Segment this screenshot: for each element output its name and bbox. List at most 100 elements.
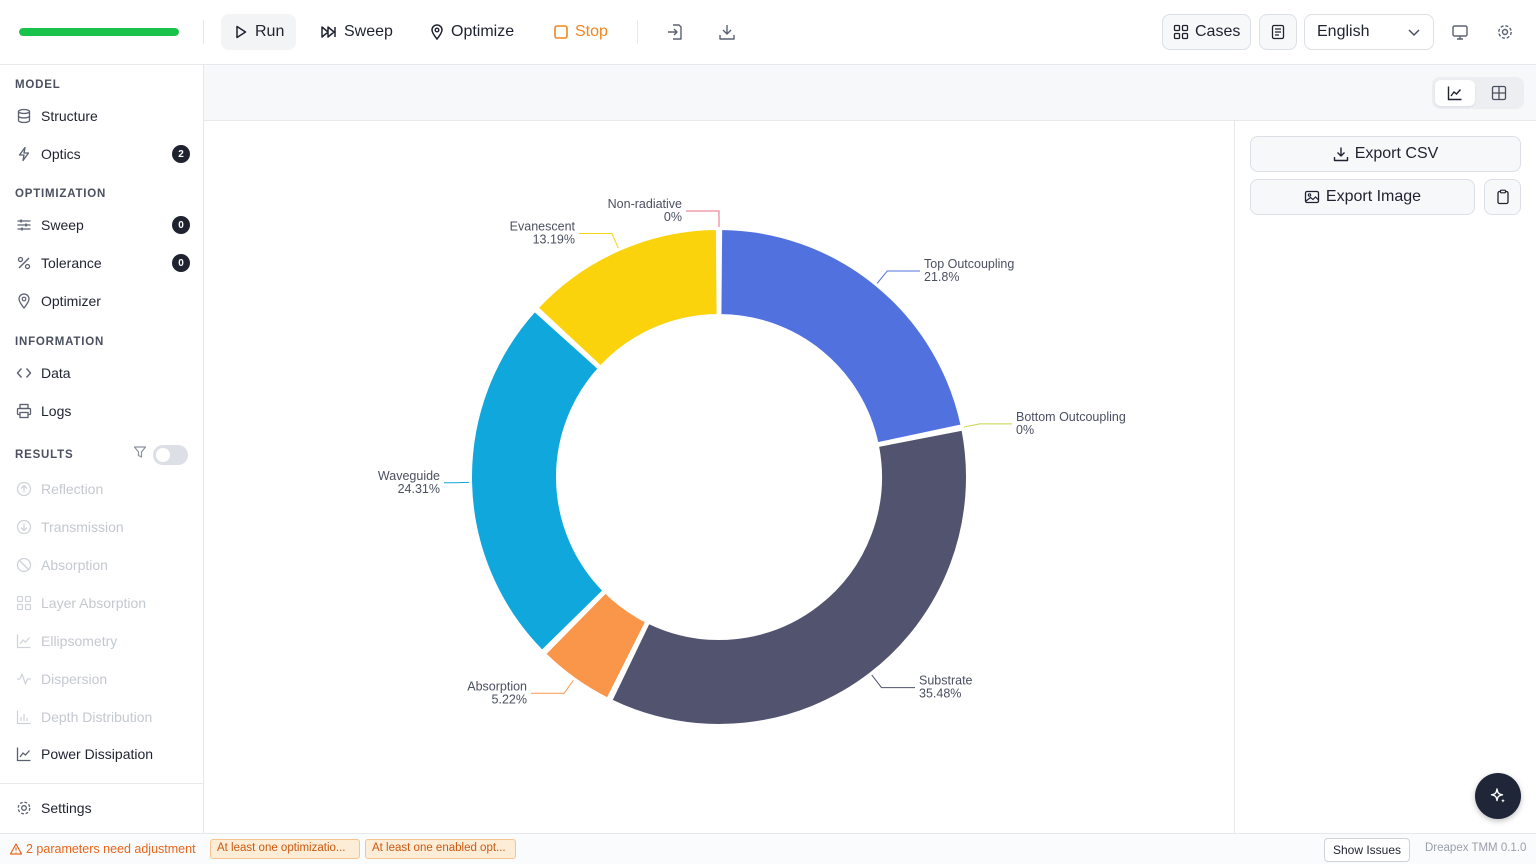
sidebar-item-optimizer[interactable]: Optimizer: [15, 286, 190, 316]
sidebar-item-label: Transmission: [41, 519, 124, 535]
sidebar-item-settings[interactable]: Settings: [15, 793, 190, 823]
monitor-icon[interactable]: [1448, 20, 1472, 44]
percent-icon: [15, 254, 33, 272]
slice-value-label: 21.8%: [924, 270, 959, 284]
sidebar-item-optics[interactable]: Optics 2: [15, 139, 190, 169]
activity-icon: [15, 670, 33, 688]
sidebar-item-logs[interactable]: Logs: [15, 396, 190, 426]
sidebar-item-absorption[interactable]: Absorption: [15, 550, 190, 580]
status-bar: 2 parameters need adjustment At least on…: [0, 833, 1536, 864]
document-icon: [1270, 24, 1286, 40]
donut-slice-top-outcoupling[interactable]: [719, 228, 963, 445]
section-heading-optimization: OPTIMIZATION: [15, 188, 107, 200]
issue-chip[interactable]: At least one enabled opt...: [365, 839, 516, 859]
slice-value-label: 24.31%: [398, 482, 440, 496]
ai-assistant-button[interactable]: [1475, 773, 1521, 819]
line-chart-icon: [1447, 85, 1463, 101]
sidebar-item-transmission[interactable]: Transmission: [15, 512, 190, 542]
sidebar-item-label: Settings: [41, 800, 92, 816]
leader-line: [871, 674, 915, 689]
import-icon[interactable]: [663, 20, 687, 44]
section-heading-model: MODEL: [15, 79, 61, 91]
sidebar-item-label: Ellipsometry: [41, 633, 118, 649]
gear-icon[interactable]: [1493, 20, 1517, 44]
download-icon[interactable]: [715, 20, 739, 44]
sidebar-item-reflection[interactable]: Reflection: [15, 474, 190, 504]
grid-icon: [1173, 24, 1189, 40]
sidebar-item-depth-distribution[interactable]: Depth Distribution: [15, 702, 190, 732]
language-select[interactable]: English: [1304, 14, 1434, 50]
run-progress-bar: [19, 28, 179, 36]
sidebar-item-sweep[interactable]: Sweep 0: [15, 210, 190, 240]
view-toggle: [1432, 77, 1524, 109]
sidebar-item-power-dissipation[interactable]: Power Dissipation: [15, 739, 190, 769]
language-value: English: [1317, 23, 1370, 40]
map-pin-icon: [15, 292, 33, 310]
sidebar-item-label: Tolerance: [41, 255, 102, 271]
slice-name-label: Waveguide: [378, 469, 440, 483]
export-image-button[interactable]: Export Image: [1250, 179, 1475, 215]
slice-name-label: Evanescent: [510, 220, 576, 234]
slice-value-label: 0%: [664, 210, 682, 224]
sidebar-item-data[interactable]: Data: [15, 358, 190, 388]
slice-value-label: 35.48%: [919, 687, 961, 701]
count-badge: 0: [172, 254, 190, 272]
sidebar-item-label: Structure: [41, 108, 98, 124]
show-issues-button[interactable]: Show Issues: [1324, 838, 1411, 862]
sidebar-item-label: Layer Absorption: [41, 595, 147, 611]
sidebar-item-label: Optimizer: [41, 293, 101, 309]
leader-line: [963, 423, 1012, 428]
slice-name-label: Non-radiative: [608, 197, 682, 211]
app-version: Dreapex TMM 0.1.0: [1425, 842, 1527, 854]
arrow-up-circle-icon: [15, 480, 33, 498]
results-filter-toggle[interactable]: [153, 445, 188, 465]
database-icon: [15, 107, 33, 125]
table-view-button[interactable]: [1479, 80, 1519, 106]
sidebar-item-dispersion[interactable]: Dispersion: [15, 664, 190, 694]
sidebar-item-tolerance[interactable]: Tolerance 0: [15, 248, 190, 278]
notes-button[interactable]: [1259, 14, 1297, 50]
toggle-knob: [156, 448, 170, 462]
section-heading-results: RESULTS: [15, 449, 74, 461]
warning-triangle-icon: [10, 843, 22, 855]
filter-icon[interactable]: [133, 445, 149, 461]
run-button[interactable]: Run: [221, 14, 297, 50]
sidebar-item-label: Depth Distribution: [41, 709, 153, 725]
leader-line: [531, 679, 574, 694]
line-chart-icon: [15, 745, 33, 763]
sidebar: MODEL Structure Optics 2 OPTIMIZATION Sw…: [0, 65, 204, 833]
donut-slice-evanescent[interactable]: [536, 228, 719, 368]
chart-view-button[interactable]: [1435, 80, 1475, 106]
map-pin-icon: [429, 24, 445, 40]
donut-slice-waveguide[interactable]: [470, 310, 605, 652]
sidebar-item-structure[interactable]: Structure: [15, 101, 190, 131]
ban-icon: [15, 556, 33, 574]
donut-slice-substrate[interactable]: [610, 428, 968, 726]
donut-slice-absorption[interactable]: [544, 591, 648, 700]
sidebar-item-label: Dispersion: [41, 671, 108, 687]
optimize-label: Optimize: [451, 23, 515, 40]
export-csv-button[interactable]: Export CSV: [1250, 136, 1521, 172]
issue-chip[interactable]: At least one optimizatio...: [210, 839, 360, 859]
sidebar-item-label: Optics: [41, 146, 81, 162]
download-icon: [1333, 146, 1349, 162]
cases-button[interactable]: Cases: [1162, 14, 1251, 50]
sidebar-item-layer-absorption[interactable]: Layer Absorption: [15, 588, 190, 618]
sidebar-item-label: Logs: [41, 403, 72, 419]
sidebar-item-ellipsometry[interactable]: Ellipsometry: [15, 626, 190, 656]
leader-line: [579, 233, 619, 249]
copy-clipboard-button[interactable]: [1484, 179, 1521, 215]
optimize-button[interactable]: Optimize: [417, 14, 526, 50]
image-icon: [1304, 189, 1320, 205]
fast-forward-icon: [320, 24, 338, 40]
sparkles-icon: [1488, 786, 1508, 806]
play-icon: [233, 24, 249, 40]
leader-line: [686, 210, 720, 227]
sweep-button[interactable]: Sweep: [308, 14, 405, 50]
parameter-warning[interactable]: 2 parameters need adjustment: [10, 842, 196, 856]
stop-button[interactable]: Stop: [541, 14, 620, 50]
toolbar-divider: [203, 20, 204, 44]
slice-name-label: Substrate: [919, 674, 973, 688]
export-csv-label: Export CSV: [1354, 145, 1439, 162]
